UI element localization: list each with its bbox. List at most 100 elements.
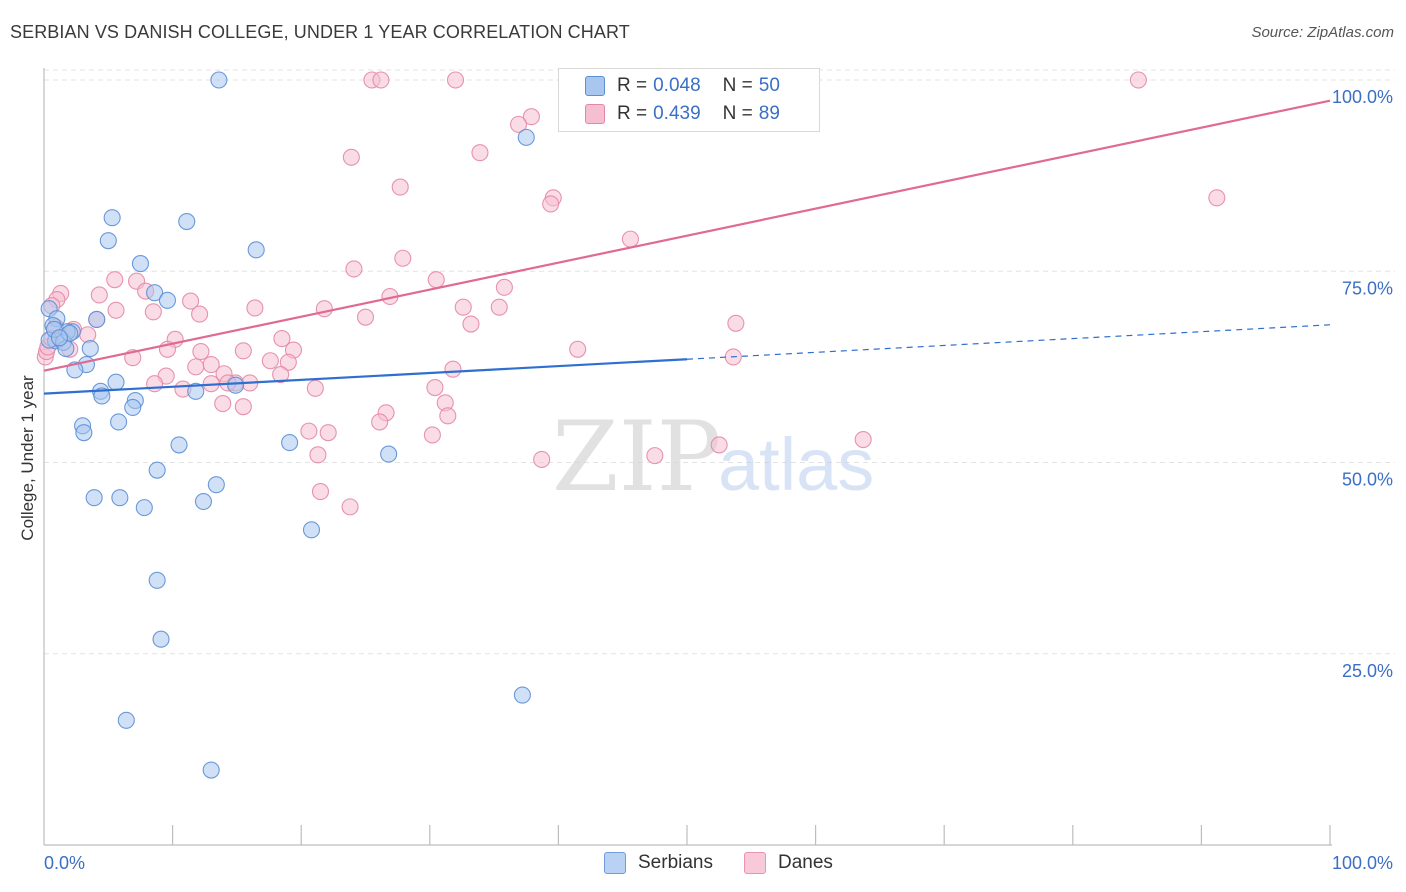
danes-point xyxy=(306,379,324,397)
serbians-point xyxy=(148,461,166,479)
y-tick-label: 100.0% xyxy=(1332,87,1393,107)
serbians-point xyxy=(517,128,535,146)
serbians-point xyxy=(207,476,225,494)
legend-item-danes[interactable]: Danes xyxy=(744,852,833,874)
danes-point xyxy=(522,108,540,126)
serbians-point xyxy=(99,232,117,250)
r-label: R = xyxy=(617,103,648,124)
danes-point xyxy=(1208,189,1226,207)
danes-point xyxy=(187,358,205,376)
serbians-point xyxy=(131,255,149,273)
series-legend: Serbians Danes xyxy=(0,852,1406,878)
serbians-point xyxy=(81,339,99,358)
trend-lines xyxy=(43,99,1331,395)
danes-point xyxy=(311,483,330,501)
danes-legend-swatch xyxy=(744,852,766,874)
serbians-point xyxy=(75,424,93,442)
gridlines xyxy=(44,69,1395,655)
serbians-point xyxy=(247,241,265,259)
y-tick-label: 25.0% xyxy=(1342,661,1393,681)
danes-point xyxy=(423,426,441,444)
serbians-point xyxy=(93,387,111,405)
danes-point xyxy=(854,430,872,449)
danes-point xyxy=(246,299,264,317)
danes-point xyxy=(234,398,252,416)
serbians-point xyxy=(88,310,106,328)
danes-point xyxy=(315,300,333,318)
danes-point xyxy=(569,340,587,358)
danes-point xyxy=(426,378,444,397)
danes-point xyxy=(462,315,480,333)
danes-point xyxy=(439,407,457,425)
r-value: 0.439 xyxy=(653,103,701,124)
serbians-point xyxy=(178,212,196,231)
serbians-points xyxy=(40,71,535,779)
stats-row-danes: R = 0.439 N = 89 xyxy=(585,102,780,126)
chart-title: SERBIAN VS DANISH COLLEGE, UNDER 1 YEAR … xyxy=(10,22,630,42)
danes-point xyxy=(509,115,528,133)
stats-row-serbians: R = 0.048 N = 50 xyxy=(585,74,780,98)
danes-point xyxy=(319,424,337,442)
serbians-point xyxy=(170,436,188,454)
danes-points xyxy=(36,71,1226,516)
danes-point xyxy=(146,375,164,393)
serbians-point xyxy=(110,413,128,431)
serbians-point xyxy=(124,398,142,416)
danes-point xyxy=(107,301,125,319)
danes-point xyxy=(710,436,728,454)
tick-labels: 25.0% 50.0% 75.0% 100.0% 0.0% 100.0% xyxy=(44,87,1393,873)
legend-item-serbians[interactable]: Serbians xyxy=(604,852,713,874)
legend-label-serbians: Serbians xyxy=(638,852,713,873)
y-axis-label: College, Under 1 year xyxy=(18,375,37,541)
danes-point xyxy=(621,230,639,248)
serbians-point xyxy=(107,373,125,391)
y-tick-label: 50.0% xyxy=(1342,470,1393,490)
danes-trend-line xyxy=(43,99,1331,372)
danes-point xyxy=(1129,71,1147,89)
serbians-point xyxy=(152,630,170,648)
danes-point xyxy=(533,450,551,468)
danes-point xyxy=(727,314,745,332)
danes-point xyxy=(144,303,162,321)
serbians-point xyxy=(302,521,321,539)
x-tick-label-min: 0.0% xyxy=(44,853,85,873)
x-tick-label-max: 100.0% xyxy=(1332,853,1393,873)
serbians-point xyxy=(194,492,213,511)
danes-point xyxy=(341,498,359,516)
stats-legend: R = 0.048 N = 50 R = 0.439 N = 89 xyxy=(558,68,820,132)
danes-point xyxy=(454,298,472,316)
danes-point xyxy=(79,326,97,344)
serbians-point xyxy=(202,761,220,779)
serbians-point xyxy=(85,489,103,507)
danes-point xyxy=(372,71,390,89)
axes xyxy=(43,68,1332,846)
danes-point xyxy=(90,286,108,304)
serbians-point xyxy=(148,571,166,589)
legend-label-danes: Danes xyxy=(778,852,833,873)
n-label: N = xyxy=(722,103,753,124)
y-tick-label: 75.0% xyxy=(1342,278,1393,298)
serbians-point xyxy=(103,209,121,227)
danes-point xyxy=(272,365,290,384)
serbians-point xyxy=(135,499,153,517)
danes-point xyxy=(345,260,363,278)
danes-point xyxy=(309,446,327,464)
serbians-point xyxy=(158,291,177,309)
watermark-atlas: atlas xyxy=(718,423,874,506)
danes-point xyxy=(446,71,465,89)
serbians-point xyxy=(380,445,398,463)
serbians-point xyxy=(117,711,135,729)
serbians-point xyxy=(50,329,68,347)
danes-point xyxy=(444,360,462,378)
serbians-point xyxy=(210,71,228,89)
danes-point xyxy=(300,422,318,440)
serbians-trend-extension xyxy=(686,324,1331,360)
danes-point xyxy=(646,447,664,465)
serbians-point xyxy=(513,686,531,704)
watermark-zip: ZIP xyxy=(552,401,721,513)
n-label: N = xyxy=(722,75,753,96)
serbians-point xyxy=(281,434,299,452)
danes-point xyxy=(234,342,252,360)
serbians-point xyxy=(111,489,129,507)
